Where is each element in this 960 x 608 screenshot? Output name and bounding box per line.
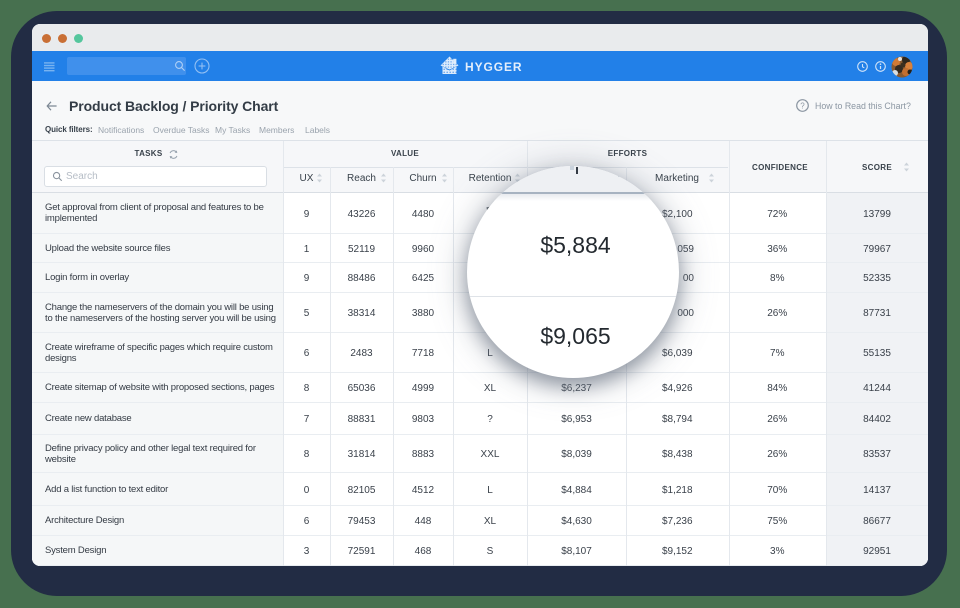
svg-text:?: ? — [800, 101, 805, 110]
